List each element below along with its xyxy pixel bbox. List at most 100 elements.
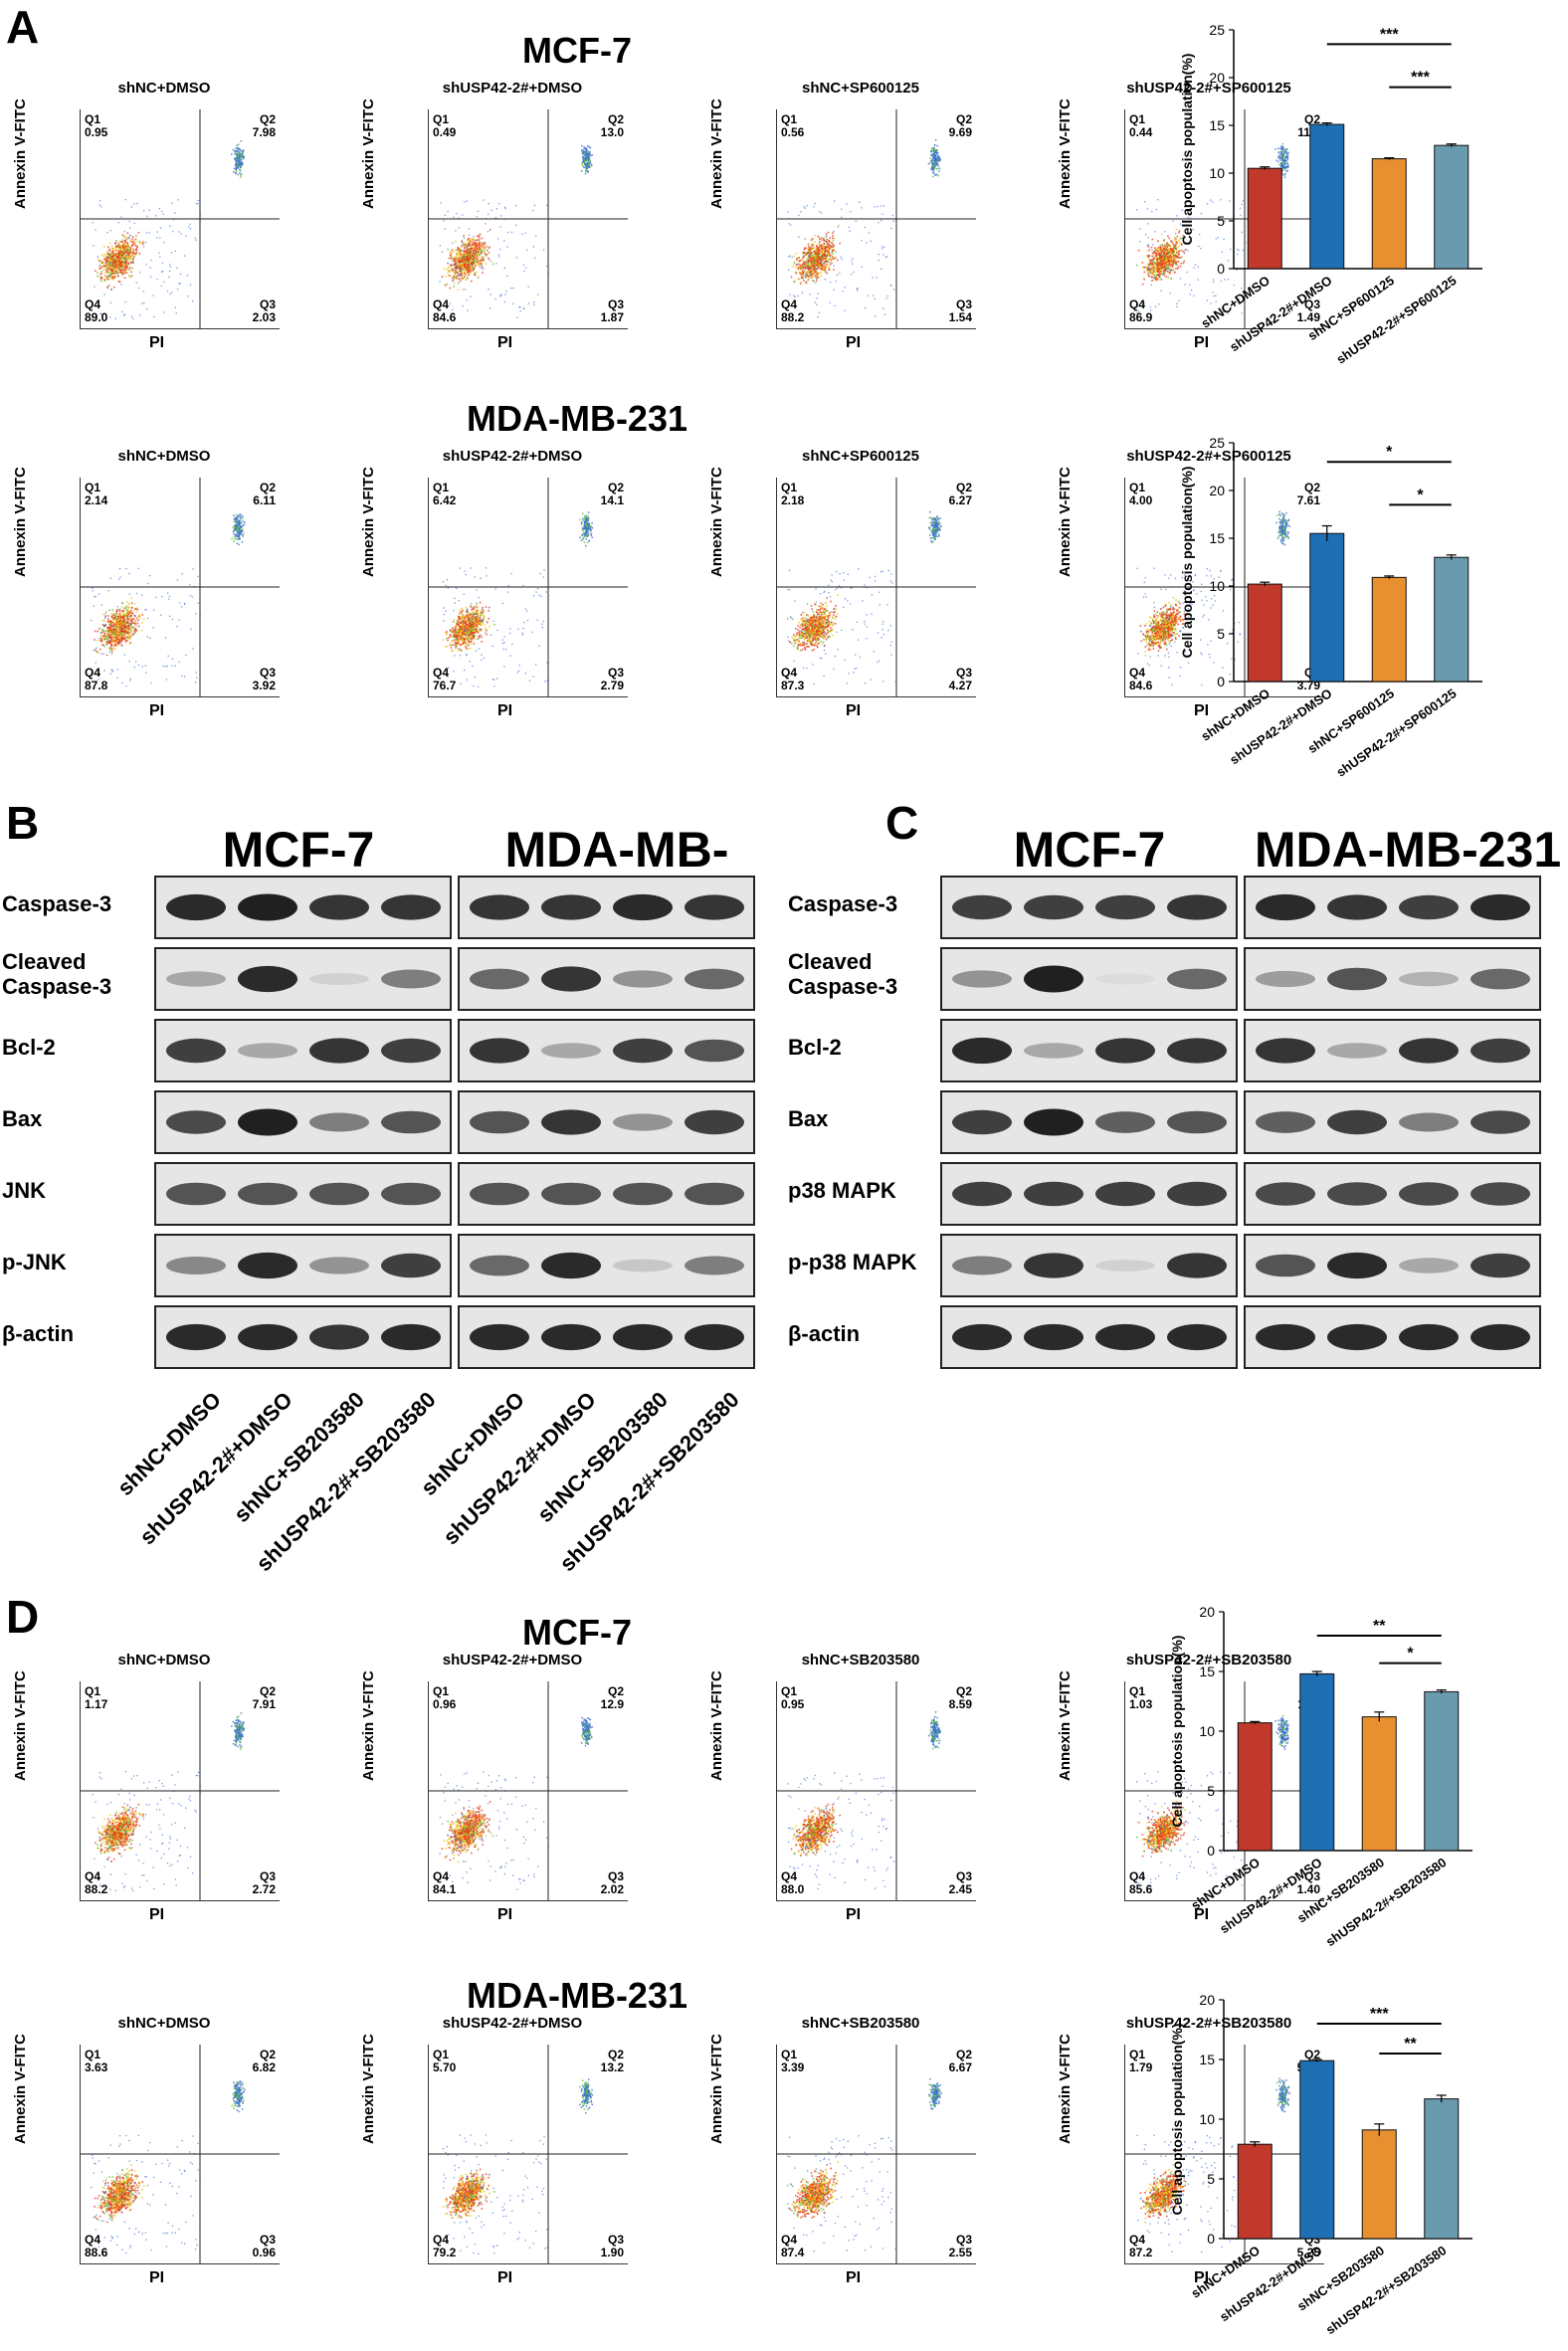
protein-label: Bax xyxy=(2,1106,43,1131)
panel-d-mda-title: MDA-MB-231 xyxy=(466,1975,687,2016)
x-tick-label: shUSP42-2#+DMSO xyxy=(1227,686,1334,767)
blot-strip xyxy=(154,1162,452,1226)
q3-name: Q3 xyxy=(955,1869,972,1883)
band xyxy=(1095,1323,1155,1351)
band xyxy=(470,968,529,990)
q2-name: Q2 xyxy=(955,112,972,126)
panel-letter-b: B xyxy=(6,797,40,849)
bar-chart-a-mcf7: 0 5 10 15 20 25 Cell apoptosis population(%) sh… xyxy=(1179,22,1482,367)
band xyxy=(1399,1112,1459,1132)
significance-label: * xyxy=(1417,487,1424,503)
quadrant-q3-label: Q3 1.49 xyxy=(1297,298,1320,324)
band xyxy=(381,1110,441,1134)
q4-value: 87.4 xyxy=(781,2246,805,2259)
band xyxy=(613,893,673,921)
q4-value: 84.6 xyxy=(1129,679,1153,692)
y-axis-label: Annexin V-FITC xyxy=(708,1670,725,1781)
flow-plot: shUSP42-2#+SB203580 Annexin V-FITC PI Q1 1.7… xyxy=(1057,2015,1324,2293)
q2-value: 6.67 xyxy=(948,2060,972,2074)
protein-label: p-JNK xyxy=(2,1250,67,1274)
quadrant-q1-label: Q1 0.96 xyxy=(433,1685,456,1711)
band xyxy=(1256,1038,1315,1064)
flow-condition-label: shUSP42-2#+SB203580 xyxy=(1125,1652,1292,1668)
band xyxy=(1095,1111,1155,1133)
scatter-dots xyxy=(1125,478,1324,696)
protein-label: p38 MAPK xyxy=(788,1178,896,1203)
quadrant-q2-label: Q2 9.69 xyxy=(949,113,972,139)
blot-strip xyxy=(154,1234,452,1297)
band xyxy=(1167,1110,1227,1134)
blot-bands xyxy=(166,1182,441,1206)
blot-bands xyxy=(470,893,744,921)
band xyxy=(309,894,369,920)
blot-bands xyxy=(952,1323,1227,1351)
blot-strip xyxy=(154,1090,452,1154)
q2-name: Q2 xyxy=(607,1684,624,1698)
q1-value: 0.95 xyxy=(85,125,108,139)
scatter-dots xyxy=(429,1681,628,1900)
q1-name: Q1 xyxy=(85,112,101,126)
x-axis-label: PI xyxy=(149,2269,165,2286)
flow-condition-label: shUSP42-2#+DMSO xyxy=(442,1652,583,1668)
quadrant-q1-label: Q1 0.49 xyxy=(433,113,456,139)
blot-strip xyxy=(1244,1305,1541,1369)
q3-value: 0.96 xyxy=(252,2246,276,2259)
blot-strip xyxy=(1244,1090,1541,1154)
band xyxy=(1167,1038,1227,1064)
band xyxy=(1024,1043,1083,1059)
band xyxy=(166,971,226,987)
q2-value: 6.27 xyxy=(948,493,972,507)
band xyxy=(685,1256,744,1275)
q4-name: Q4 xyxy=(433,666,450,680)
blot-strip xyxy=(940,1162,1238,1226)
y-axis-label: Annexin V-FITC xyxy=(1057,467,1074,577)
q2-value: 7.61 xyxy=(1296,493,1320,507)
flow-plot: shNC+DMSO Annexin V-FITC PI Q1 3.63 Q2 6.82 Q3 0… xyxy=(12,2015,280,2293)
band xyxy=(381,969,441,989)
scatter-area: Q1 0.96 Q2 12.9 Q3 2.02 Q4 84.1 xyxy=(428,1681,628,1901)
q1-value: 6.42 xyxy=(433,493,457,507)
band xyxy=(1256,1323,1315,1351)
bar xyxy=(1247,583,1282,683)
q3-value: 4.27 xyxy=(948,679,972,692)
band xyxy=(685,894,744,920)
blot-bands xyxy=(952,965,1227,993)
band xyxy=(613,1323,673,1351)
blot-strip xyxy=(940,876,1238,939)
band xyxy=(952,970,1012,988)
q1-name: Q1 xyxy=(433,2048,450,2061)
flow-condition-label: shNC+DMSO xyxy=(117,1652,211,1668)
band xyxy=(952,1181,1012,1207)
scatter-area: Q1 0.49 Q2 13.0 Q3 1.87 Q4 84.6 xyxy=(428,109,628,329)
y-axis-label: Annexin V-FITC xyxy=(1057,98,1074,209)
significance-label: * xyxy=(1407,1646,1414,1663)
y-tick-label: 5 xyxy=(1207,1783,1215,1799)
blot-bands xyxy=(1256,967,1530,991)
flow-condition-label: shUSP42-2#+DMSO xyxy=(442,80,583,97)
x-axis-label: PI xyxy=(846,1906,862,1923)
q2-name: Q2 xyxy=(607,481,624,494)
band xyxy=(613,1113,673,1131)
q1-name: Q1 xyxy=(1129,481,1146,494)
q1-value: 4.00 xyxy=(1129,493,1153,507)
flow-condition-label: shNC+SP600125 xyxy=(802,80,919,97)
band xyxy=(685,1039,744,1063)
bar xyxy=(1299,1672,1335,1852)
band xyxy=(1327,1182,1387,1206)
scatter-area: Q1 6.42 Q2 14.1 Q3 2.79 Q4 76.7 xyxy=(428,478,628,697)
band xyxy=(1024,1253,1083,1278)
q4-value: 86.9 xyxy=(1129,310,1153,324)
quadrant-q4-label: Q4 88.0 xyxy=(781,1870,804,1896)
scatter-dots xyxy=(81,109,280,328)
y-tick-label: 25 xyxy=(1209,22,1225,38)
band xyxy=(1095,894,1155,920)
y-tick-label: 5 xyxy=(1217,213,1225,229)
scatter-area: Q1 3.63 Q2 6.82 Q3 0.96 Q4 88.6 xyxy=(80,2045,280,2264)
bar xyxy=(1424,2098,1460,2240)
band xyxy=(613,1259,673,1273)
band xyxy=(1256,1182,1315,1206)
q3-name: Q3 xyxy=(1303,1869,1320,1883)
significance-label: * xyxy=(1386,444,1393,461)
q1-value: 0.96 xyxy=(433,1697,457,1711)
